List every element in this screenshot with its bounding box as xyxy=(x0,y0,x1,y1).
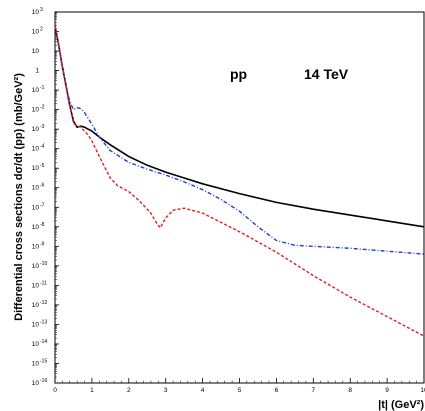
series-line-1 xyxy=(54,25,425,228)
y-tick-exponent: -6 xyxy=(40,183,45,189)
y-tick-exponent: -4 xyxy=(40,144,45,150)
annotation-pp: pp xyxy=(230,66,247,82)
y-tick-exponent: -15 xyxy=(40,358,47,364)
x-tick-label: 5 xyxy=(238,387,242,394)
x-axis-title: |t| (GeV²) xyxy=(378,399,424,411)
y-tick-exponent: -7 xyxy=(40,202,45,208)
y-tick-label: 10 xyxy=(32,126,40,133)
y-tick-label: 10 xyxy=(32,380,40,387)
y-tick-label: 10 xyxy=(32,302,40,309)
y-tick-label: 10 xyxy=(32,341,40,348)
y-tick-exponent: -1 xyxy=(40,85,45,91)
x-tick-label: 0 xyxy=(53,387,57,394)
y-tick-exponent: -16 xyxy=(40,378,47,384)
x-tick-label: 4 xyxy=(201,387,205,394)
y-tick-label: 10 xyxy=(32,165,40,172)
y-tick-label: 10 xyxy=(32,224,40,231)
annotation-energy: 14 TeV xyxy=(304,66,349,82)
y-axis-title: Differential cross sections dσ/dt (pp) (… xyxy=(13,73,25,321)
x-tick-label: 3 xyxy=(164,387,168,394)
y-tick-label: 10 xyxy=(32,360,40,367)
y-tick-exponent: -9 xyxy=(40,241,45,247)
y-tick-label: 10 xyxy=(32,263,40,270)
series-line-2 xyxy=(54,25,425,255)
y-tick-exponent: -5 xyxy=(40,163,45,169)
x-tick-label: 10 xyxy=(420,387,425,394)
x-axis-ticks: 0 1 2 3 4 5 6 7 8 9 10 xyxy=(53,378,425,394)
y-tick-label: 10 xyxy=(32,29,40,36)
y-tick-label: 10 xyxy=(32,185,40,192)
x-tick-label: 6 xyxy=(275,387,279,394)
y-tick-label: 10 xyxy=(32,9,40,16)
y-tick-exponent: -8 xyxy=(40,222,45,228)
y-tick-label: 1 xyxy=(35,68,39,75)
y-tick-label: 10 xyxy=(32,87,40,94)
y-tick-label: 10 xyxy=(32,146,40,153)
y-tick-label: 10 xyxy=(32,321,40,328)
y-tick-exponent: 2 xyxy=(40,27,43,33)
y-tick-exponent: -3 xyxy=(40,124,45,130)
x-tick-label: 9 xyxy=(385,387,389,394)
x-tick-label: 2 xyxy=(127,387,131,394)
y-tick-exponent: 3 xyxy=(40,7,43,13)
x-tick-label: 8 xyxy=(348,387,352,394)
y-tick-label: 10 xyxy=(32,107,40,114)
y-tick-label: 10 xyxy=(32,243,40,250)
y-tick-exponent: -14 xyxy=(40,339,47,345)
y-tick-exponent: -2 xyxy=(40,105,45,111)
series-line-3 xyxy=(54,25,425,337)
y-tick-exponent: -11 xyxy=(40,280,47,286)
y-tick-exponent: -12 xyxy=(40,300,47,306)
y-tick-exponent: -13 xyxy=(40,319,47,325)
y-tick-exponent: -10 xyxy=(40,261,47,267)
x-tick-label: 7 xyxy=(311,387,315,394)
y-tick-label: 10 xyxy=(32,204,40,211)
y-tick-label: 10 xyxy=(32,282,40,289)
y-tick-label: 10 xyxy=(32,48,40,55)
series-layer xyxy=(54,25,425,337)
x-tick-label: 1 xyxy=(90,387,94,394)
